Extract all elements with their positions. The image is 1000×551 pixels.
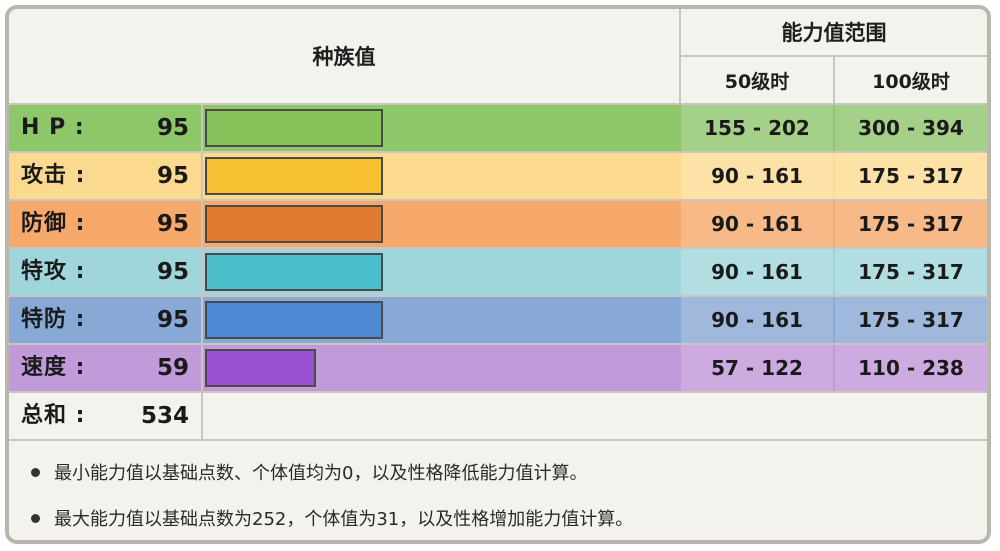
range-level50: 90 - 161 <box>681 297 833 343</box>
stat-bar <box>205 349 316 387</box>
stat-bar <box>205 205 384 243</box>
stat-bar-track <box>205 253 677 291</box>
divider <box>9 439 987 441</box>
divider <box>9 199 987 201</box>
stats-table: 种族值 能力值范围 50级时 100级时 H P : 95 155 - 202 300… <box>5 5 991 544</box>
note-max: 最大能力值以基础点数为252，个体值为31，以及性格增加能力值计算。 <box>31 505 633 531</box>
stat-row-hp: H P : 95 155 - 202 300 - 394 <box>9 105 987 151</box>
stat-row-sp-attack: 特攻 : 95 90 - 161 175 - 317 <box>9 249 987 295</box>
divider <box>681 55 987 57</box>
stat-label: H P : <box>21 115 85 140</box>
stat-bar <box>205 301 384 339</box>
range-level100: 110 - 238 <box>835 345 987 391</box>
stat-label: 攻击 : <box>21 163 86 188</box>
range-level50: 57 - 122 <box>681 345 833 391</box>
divider <box>9 343 987 345</box>
range-level50: 90 - 161 <box>681 153 833 199</box>
level50-header: 50级时 <box>724 70 790 93</box>
bullet-icon <box>31 513 40 523</box>
range-level50: 155 - 202 <box>681 105 833 151</box>
divider <box>9 295 987 297</box>
note-min-text: 最小能力值以基础点数、个体值均为0，以及性格降低能力值计算。 <box>54 463 588 484</box>
stat-bar-track <box>205 349 677 387</box>
stat-bar <box>205 157 384 195</box>
range-level100: 300 - 394 <box>835 105 987 151</box>
stat-bar <box>205 109 384 147</box>
stat-label: 特防 : <box>21 307 86 332</box>
divider <box>9 103 987 105</box>
stat-label: 防御 : <box>21 211 86 236</box>
note-max-text: 最大能力值以基础点数为252，个体值为31，以及性格增加能力值计算。 <box>54 509 634 530</box>
divider <box>201 105 203 439</box>
stat-bar-track <box>205 109 677 147</box>
range-level100: 175 - 317 <box>835 201 987 247</box>
stat-row-defense: 防御 : 95 90 - 161 175 - 317 <box>9 201 987 247</box>
range-level100: 175 - 317 <box>835 153 987 199</box>
range-level100: 175 - 317 <box>835 297 987 343</box>
stat-row-sp-defense: 特防 : 95 90 - 161 175 - 317 <box>9 297 987 343</box>
divider <box>9 391 987 393</box>
stat-value: 95 <box>156 163 189 189</box>
stat-bar-track <box>205 205 677 243</box>
range-level100: 175 - 317 <box>835 249 987 295</box>
stat-bar-track <box>205 301 677 339</box>
stat-row-speed: 速度 : 59 57 - 122 110 - 238 <box>9 345 987 391</box>
range-level50: 90 - 161 <box>681 201 833 247</box>
stat-bar <box>205 253 384 291</box>
stat-value: 95 <box>156 307 189 333</box>
stat-label: 速度 : <box>21 355 86 380</box>
bullet-icon <box>31 467 40 477</box>
total-row: 总和 : 534 <box>9 393 987 439</box>
range-header: 能力值范围 <box>781 21 887 45</box>
stat-bar-track <box>205 157 677 195</box>
total-value: 534 <box>140 403 189 429</box>
level100-header: 100级时 <box>872 70 950 93</box>
stat-value: 95 <box>156 115 189 141</box>
total-label: 总和 : <box>21 403 86 428</box>
stat-value: 59 <box>156 355 189 381</box>
stat-label: 特攻 : <box>21 259 86 284</box>
base-stats-header: 种族值 <box>312 45 376 69</box>
stat-value: 95 <box>156 259 189 285</box>
range-level50: 90 - 161 <box>681 249 833 295</box>
stat-row-attack: 攻击 : 95 90 - 161 175 - 317 <box>9 153 987 199</box>
divider <box>9 247 987 249</box>
note-min: 最小能力值以基础点数、个体值均为0，以及性格降低能力值计算。 <box>31 459 587 485</box>
divider <box>9 151 987 153</box>
stat-value: 95 <box>156 211 189 237</box>
